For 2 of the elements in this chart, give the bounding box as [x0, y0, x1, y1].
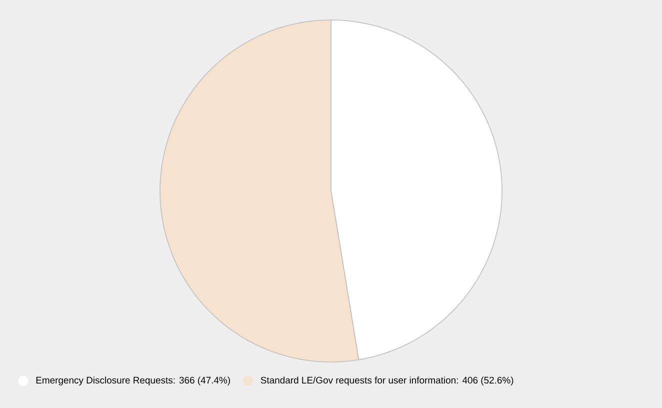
legend-label: Standard LE/Gov requests for user information: 406 (52.6%): [260, 376, 514, 386]
legend-label: Emergency Disclosure Requests: 366 (47.4%): [36, 376, 230, 386]
